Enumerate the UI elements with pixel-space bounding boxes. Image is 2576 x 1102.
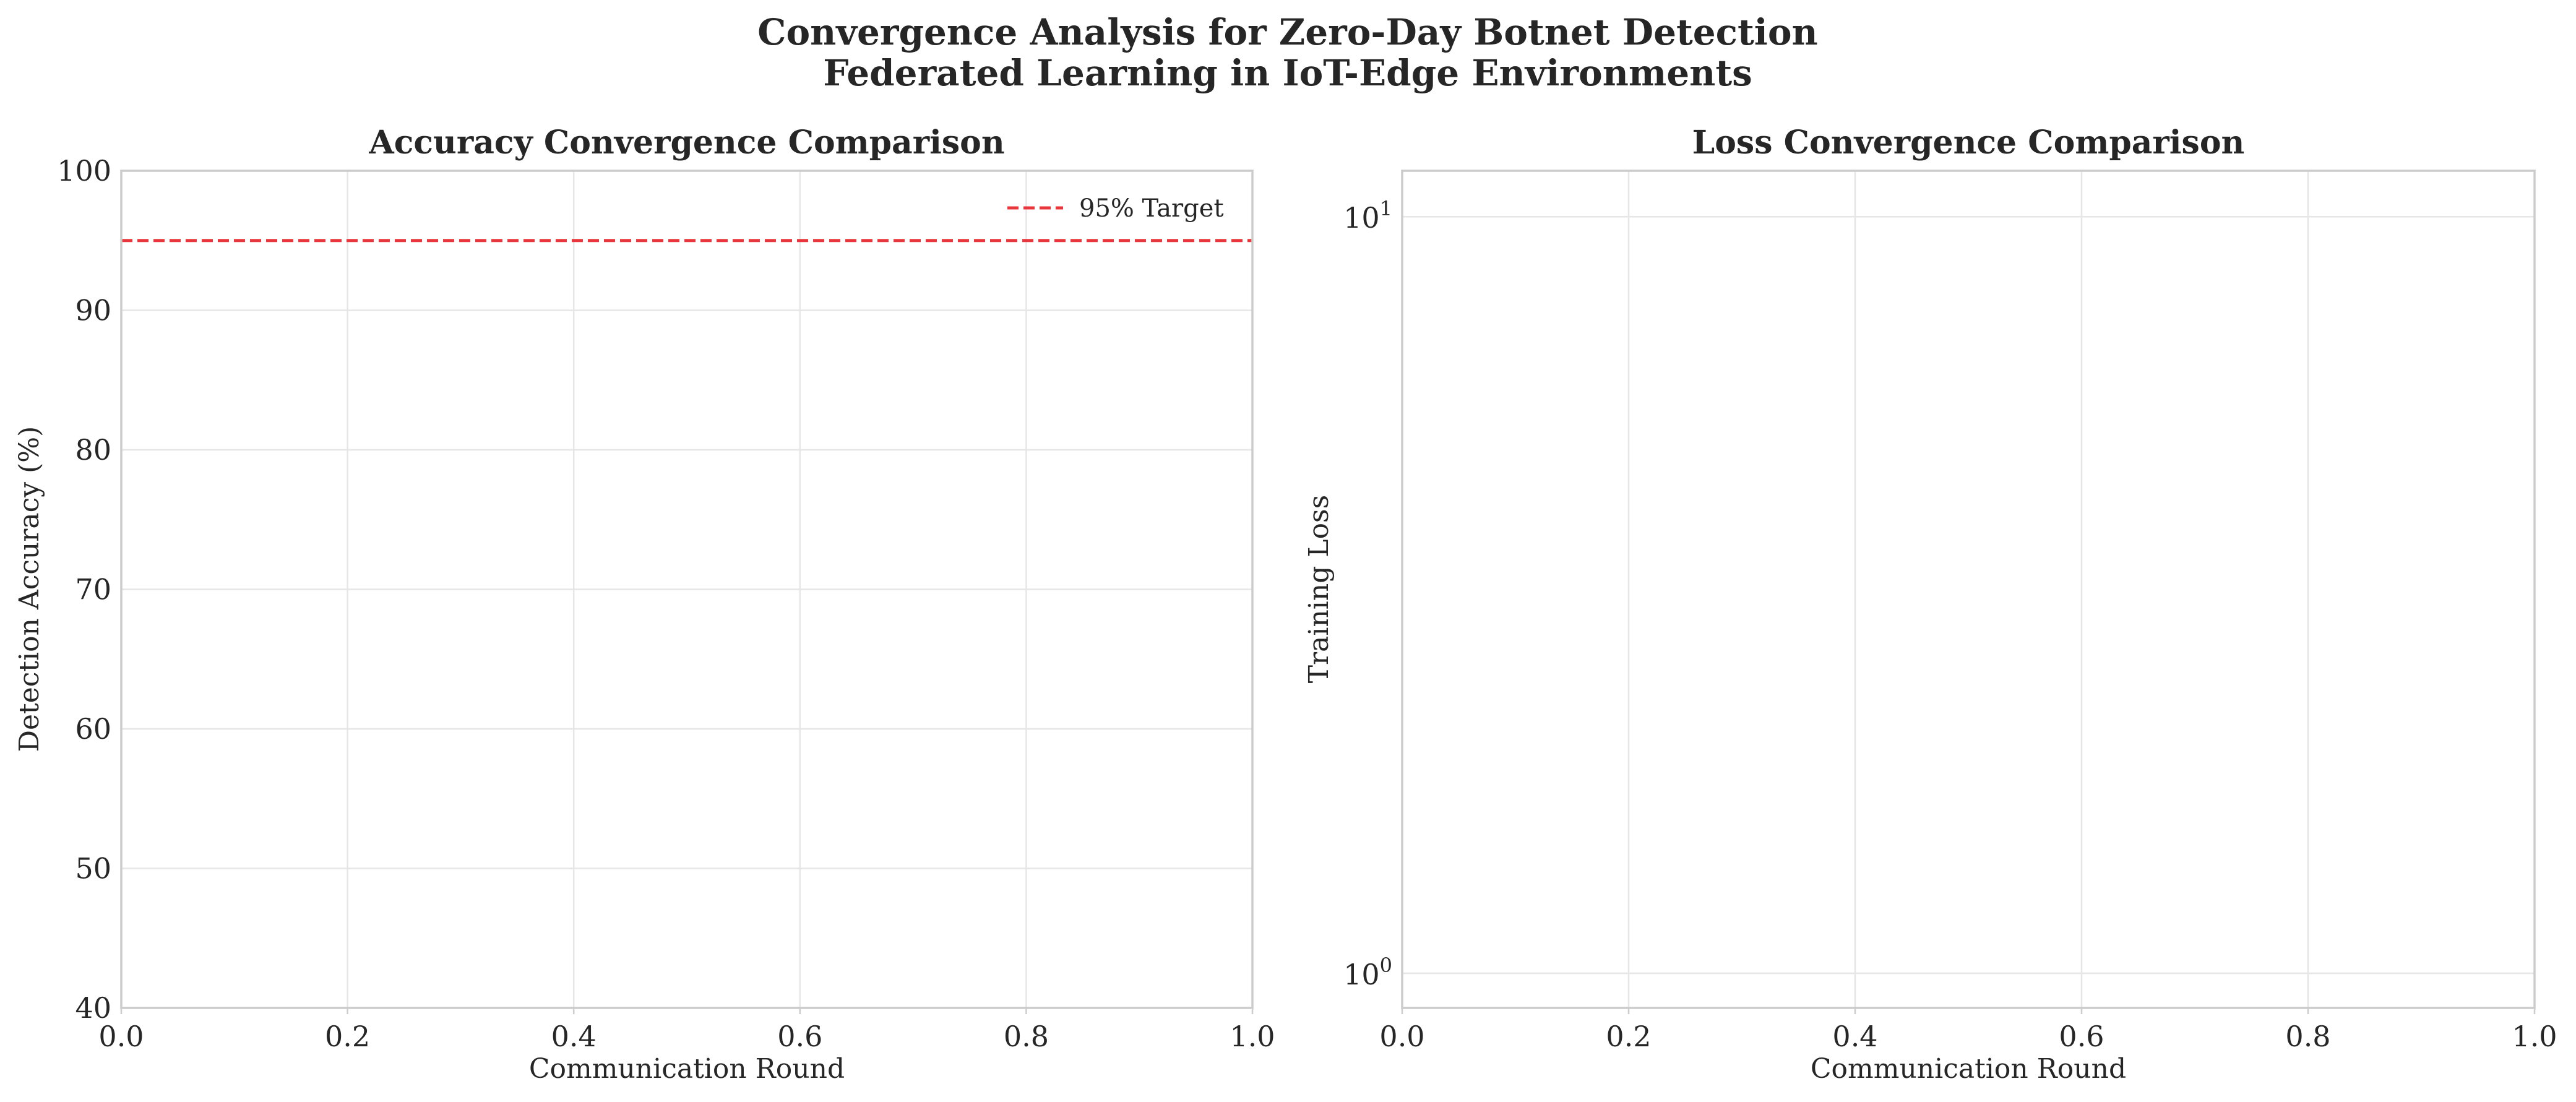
- loss-y-tick-label: 101: [1343, 197, 1392, 235]
- loss-x-tick-label: 0.0: [1379, 1020, 1424, 1053]
- loss-y-axis-label: Training Loss: [1303, 495, 1335, 683]
- accuracy-x-tick-label: 1.0: [1230, 1020, 1275, 1053]
- loss-y-tick-base: 10: [1343, 201, 1380, 235]
- accuracy-gridlines: [120, 170, 1254, 1009]
- accuracy-y-tick-label: 50: [75, 852, 111, 885]
- accuracy-x-tick-label: 0.6: [777, 1020, 822, 1053]
- accuracy-y-tick-label: 70: [75, 573, 111, 606]
- loss-x-axis-label: Communication Round: [1811, 1053, 2126, 1085]
- accuracy-x-axis-label: Communication Round: [529, 1053, 845, 1085]
- accuracy-y-tick-label: 100: [57, 154, 111, 187]
- loss-x-tick-label: 0.6: [2059, 1020, 2104, 1053]
- loss-y-tick-label: 100: [1343, 953, 1392, 991]
- accuracy-chart-panel: 0.0 0.2 0.4 0.6 0.8 1.0 40 50 60 70 80 90 100 Accur…: [14, 124, 1275, 1085]
- accuracy-plot-frame: [120, 170, 1254, 1009]
- accuracy-y-axis-label: Detection Accuracy (%): [14, 426, 45, 752]
- loss-x-tick-label: 0.2: [1606, 1020, 1651, 1053]
- loss-x-tick-label: 0.4: [1832, 1020, 1877, 1053]
- loss-x-tick-label: 1.0: [2512, 1020, 2557, 1053]
- accuracy-x-tick-label: 0.2: [325, 1020, 370, 1053]
- figure-title-line-2: Federated Learning in IoT-Edge Environme…: [823, 52, 1752, 94]
- accuracy-x-ticks: 0.0 0.2 0.4 0.6 0.8 1.0: [98, 1008, 1275, 1053]
- accuracy-y-ticks: 40 50 60 70 80 90 100: [57, 154, 111, 1025]
- accuracy-y-tick-label: 90: [75, 294, 111, 327]
- loss-x-tick-label: 0.8: [2285, 1020, 2330, 1053]
- accuracy-chart-title: Accuracy Convergence Comparison: [368, 124, 1004, 161]
- loss-y-tick-exponent: 0: [1380, 953, 1392, 977]
- loss-plot-frame: [1401, 170, 2536, 1009]
- accuracy-y-tick-label: 60: [75, 712, 111, 746]
- accuracy-y-tick-label: 80: [75, 433, 111, 467]
- accuracy-x-tick-label: 0.0: [98, 1020, 144, 1053]
- legend-label-95-target: 95% Target: [1079, 194, 1224, 223]
- accuracy-x-tick-label: 0.8: [1004, 1020, 1049, 1053]
- accuracy-y-tick-label: 40: [75, 991, 111, 1025]
- loss-y-tick-exponent: 1: [1380, 197, 1392, 220]
- figure-title-line-1: Convergence Analysis for Zero-Day Botnet…: [757, 11, 1817, 53]
- accuracy-legend: 95% Target: [1007, 194, 1224, 223]
- loss-y-tick-base: 10: [1343, 958, 1380, 991]
- loss-gridlines: [1401, 171, 2536, 1008]
- loss-x-ticks: 0.0 0.2 0.4 0.6 0.8 1.0: [1379, 1008, 2557, 1053]
- accuracy-x-tick-label: 0.4: [551, 1020, 597, 1053]
- loss-chart-title: Loss Convergence Comparison: [1692, 124, 2245, 161]
